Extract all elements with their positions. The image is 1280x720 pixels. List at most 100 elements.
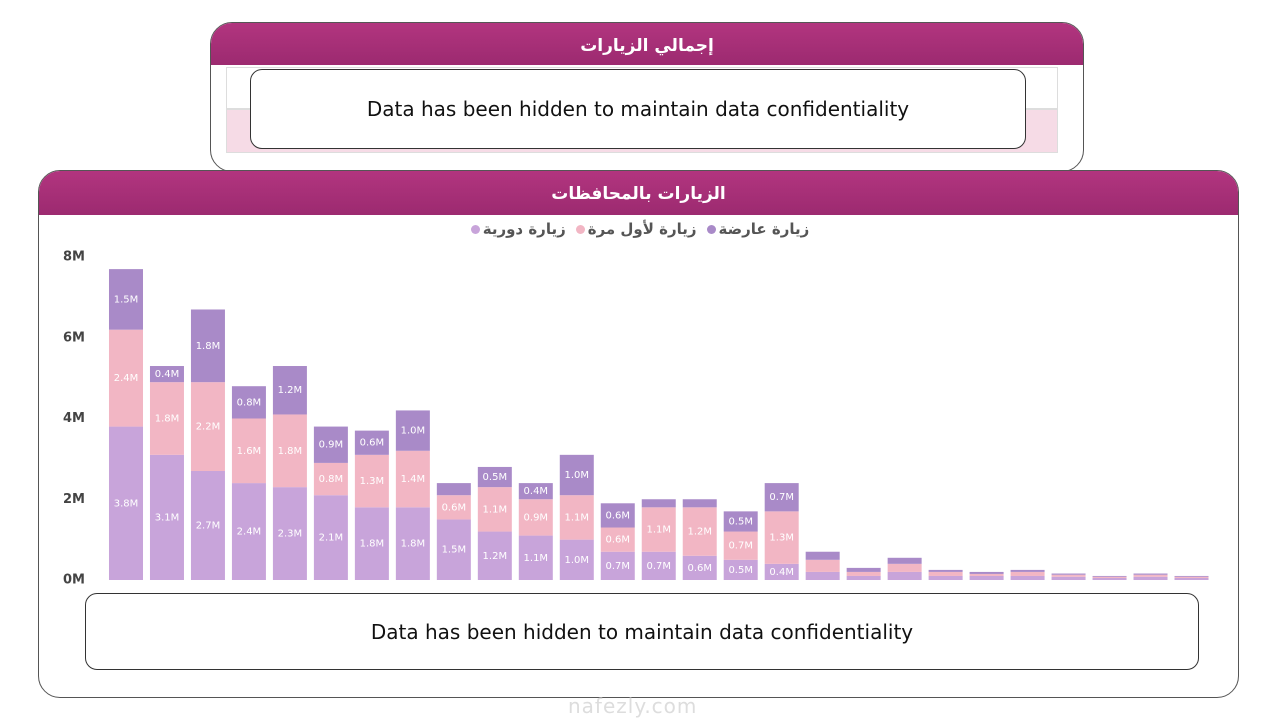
legend-item: زيارة دورية — [470, 220, 566, 238]
bar-segment — [805, 559, 840, 572]
data-label: 1.1M — [565, 512, 590, 523]
data-label: 0.6M — [606, 535, 631, 546]
bar-segment — [887, 571, 922, 580]
y-tick-label: 2M — [63, 492, 85, 507]
data-label: 1.4M — [401, 474, 426, 485]
data-label: 0.4M — [769, 567, 794, 578]
bar-segment — [723, 511, 758, 532]
data-label: 0.7M — [728, 541, 753, 552]
bar-segment — [149, 382, 184, 455]
legend-item: زيارة لأول مرة — [575, 220, 697, 238]
bar-segment — [436, 483, 471, 496]
data-label: 1.5M — [442, 545, 467, 556]
bar-segment — [1174, 577, 1209, 580]
bar-segment — [559, 495, 594, 540]
data-label: 1.3M — [360, 476, 385, 487]
bar-segment — [313, 495, 348, 580]
bar-segment — [190, 470, 225, 580]
bar-segment — [846, 567, 881, 572]
data-label: 0.7M — [606, 561, 631, 572]
bar-segment — [723, 531, 758, 560]
confidential-notice: Data has been hidden to maintain data co… — [85, 593, 1199, 670]
bar-segment — [559, 454, 594, 496]
data-label: 1.8M — [401, 539, 426, 550]
bar-segment — [682, 507, 717, 556]
bar-segment — [477, 487, 512, 532]
bar-segment — [518, 499, 553, 536]
bar-segment — [272, 414, 307, 488]
bar-segment — [1133, 576, 1168, 580]
data-label: 0.6M — [687, 563, 712, 574]
bar-segment — [805, 551, 840, 560]
bar-segment — [723, 559, 758, 580]
bar-segment — [641, 507, 676, 552]
data-label: 0.8M — [237, 397, 262, 408]
data-label: 2.4M — [114, 373, 139, 384]
bar-segment — [969, 571, 1004, 574]
data-label: 0.8M — [319, 474, 344, 485]
watermark: nafezly.com — [568, 694, 698, 718]
data-label: 2.4M — [237, 527, 262, 538]
bar-segment — [1174, 575, 1209, 577]
bar-segment — [887, 563, 922, 572]
legend: زيارة دورية زيارة لأول مرة زيارة عارضة — [0, 220, 1280, 238]
legend-marker — [470, 225, 480, 234]
bar-segment — [108, 329, 143, 427]
data-label: 1.8M — [278, 446, 303, 457]
bar-segment — [231, 483, 266, 580]
data-label: 1.2M — [483, 551, 508, 562]
data-label: 0.5M — [728, 565, 753, 576]
bar-segment — [395, 507, 430, 580]
bar-segment — [477, 531, 512, 580]
legend-item: زيارة عارضة — [706, 220, 809, 238]
bar-segment — [641, 551, 676, 580]
y-tick-label: 6M — [63, 330, 85, 345]
bar-segment — [1051, 573, 1086, 575]
data-label: 1.2M — [278, 385, 303, 396]
legend-marker — [706, 225, 716, 234]
bar-segment — [1051, 574, 1086, 577]
bar-segment — [313, 462, 348, 496]
legend-label: زيارة لأول مرة — [587, 220, 697, 238]
bar-segment — [518, 535, 553, 580]
bar-segment — [395, 450, 430, 508]
y-tick-label: 0M — [63, 573, 85, 588]
data-label: 1.1M — [483, 504, 508, 515]
bar-segment — [682, 555, 717, 580]
y-tick-label: 8M — [63, 250, 85, 265]
data-label: 3.1M — [155, 512, 180, 523]
data-label: 1.0M — [401, 426, 426, 437]
bar-segment — [108, 269, 143, 330]
bar-segment — [1010, 575, 1045, 580]
y-tick-label: 4M — [63, 411, 85, 426]
data-label: 0.9M — [524, 512, 549, 523]
bar-segment — [846, 571, 881, 576]
bar-segment — [1010, 569, 1045, 572]
data-label: 1.0M — [565, 470, 590, 481]
data-label: 1.2M — [687, 527, 712, 538]
bar-segment — [354, 507, 389, 580]
chart-title: الزيارات بالمحافظات — [39, 171, 1238, 215]
bar-segment — [928, 575, 963, 580]
confidential-notice: Data has been hidden to maintain data co… — [250, 69, 1026, 149]
bar-segment — [354, 430, 389, 455]
bar-segment — [1051, 576, 1086, 580]
data-label: 0.6M — [360, 438, 385, 449]
bar-segment — [600, 527, 635, 552]
bar-segment — [436, 519, 471, 580]
bar-segment — [272, 487, 307, 580]
bar-segment — [682, 499, 717, 508]
data-label: 1.0M — [565, 555, 590, 566]
data-label: 0.7M — [769, 492, 794, 503]
bar-segment — [600, 551, 635, 580]
data-label: 0.6M — [606, 510, 631, 521]
bar-segment — [231, 418, 266, 484]
data-label: 0.4M — [524, 486, 549, 497]
data-label: 0.5M — [728, 516, 753, 527]
bar-segment — [559, 539, 594, 580]
data-label: 1.5M — [114, 294, 139, 305]
bar-segment — [395, 410, 430, 451]
bar-segment — [1092, 575, 1127, 577]
data-label: 2.3M — [278, 529, 303, 540]
